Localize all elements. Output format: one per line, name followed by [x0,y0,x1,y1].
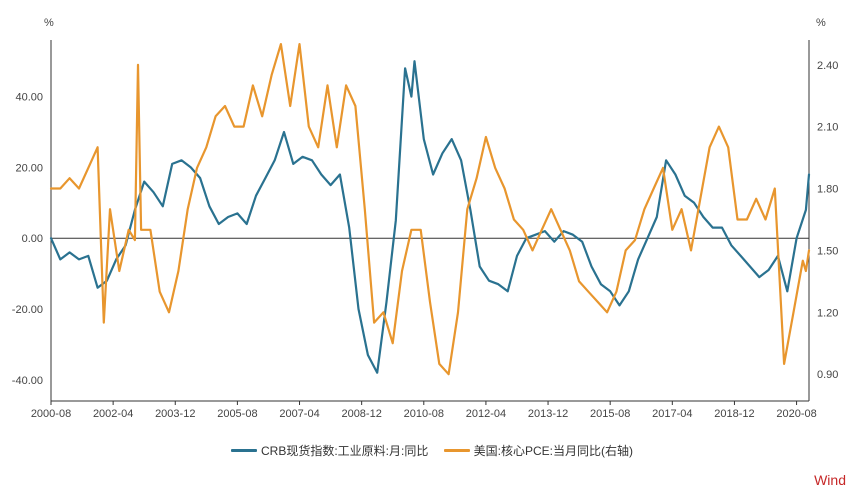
x-axis-ticks: 2000-08 2002-04 2003-12 2005-08 2007-04 2008-… [31,401,817,420]
series-line-pce [49,42,811,376]
x-tick-label: 2013-12 [528,408,568,420]
legend-swatch-pce [443,449,470,452]
right-tick-label: 1.50 [817,245,838,257]
right-tick-label: 2.10 [817,122,838,134]
x-tick-label: 2000-08 [31,408,71,420]
wind-brand-label: Wind [814,472,846,488]
left-axis-unit: % [44,17,54,29]
legend-swatch-crb [230,449,257,452]
legend: CRB现货指数:工业原料:月:同比 美国:核心PCE:当月同比(右轴) [0,441,864,459]
x-tick-label: 2007-04 [279,408,319,420]
left-tick-label: -40.00 [12,375,43,387]
right-tick-label: 2.40 [817,60,838,72]
right-axis-ticks: 2.40 2.10 1.80 1.50 1.20 0.90 [817,60,838,381]
x-tick-label: 2020-08 [776,408,816,420]
right-tick-label: 0.90 [817,369,838,381]
legend-label-pce: 美国:核心PCE:当月同比(右轴) [473,444,634,458]
plot-frame [50,40,810,402]
x-tick-label: 2008-12 [341,408,381,420]
left-tick-label: 40.00 [15,92,43,104]
left-tick-label: -20.00 [12,304,43,316]
x-tick-label: 2003-12 [155,408,195,420]
x-tick-label: 2002-04 [93,408,133,420]
right-tick-label: 1.20 [817,307,838,319]
left-tick-label: 0.00 [22,233,43,245]
left-axis-ticks: 40.00 20.00 0.00 -20.00 -40.00 [12,92,43,387]
legend-label-crb: CRB现货指数:工业原料:月:同比 [260,444,429,458]
x-tick-label: 2015-08 [590,408,630,420]
x-tick-label: 2012-04 [466,408,506,420]
x-tick-label: 2005-08 [217,408,257,420]
series-layer [49,42,811,376]
legend-item-pce: 美国:核心PCE:当月同比(右轴) [443,442,634,459]
legend-item-crb: CRB现货指数:工业原料:月:同比 [230,442,429,459]
x-tick-label: 2017-04 [652,408,692,420]
chart-canvas: % % 40.00 20.00 0.00 -20.00 -40.00 2.40 2.10 1… [12,17,839,420]
left-tick-label: 20.00 [15,162,43,174]
series-line-crb [49,60,811,374]
x-tick-label: 2010-08 [404,408,444,420]
right-tick-label: 1.80 [817,184,838,196]
x-tick-label: 2018-12 [714,408,754,420]
right-axis-unit: % [816,17,826,29]
